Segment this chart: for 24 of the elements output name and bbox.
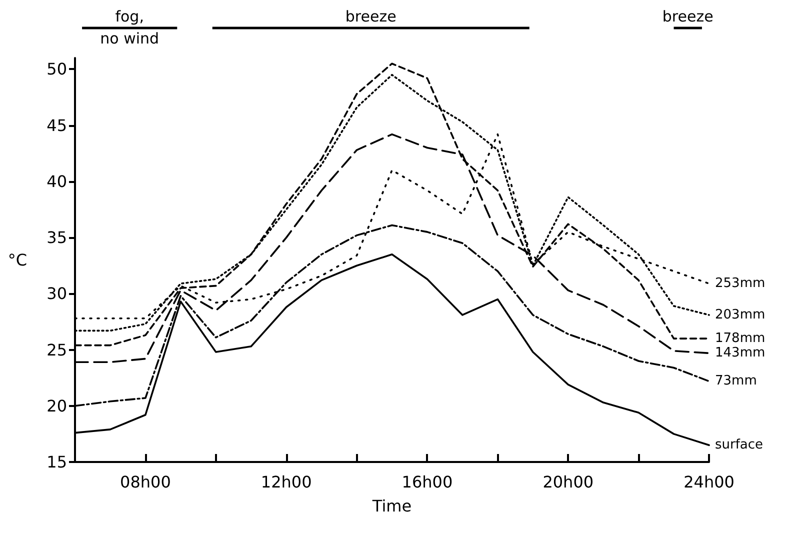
series-label: 143mm	[715, 346, 766, 361]
y-tick-label: 35	[46, 228, 67, 248]
y-tick-label: 25	[46, 340, 67, 360]
y-tick-label: 30	[46, 284, 67, 304]
text: fog, no wind	[100, 8, 160, 48]
y-tick-label: 50	[46, 60, 67, 79]
x-tick-label: 12h00	[260, 472, 312, 492]
y-tick-label: 20	[46, 396, 67, 416]
series-label: 178mm	[715, 331, 766, 346]
y-tick-label: 40	[46, 172, 67, 191]
x-tick-label: 08h00	[120, 472, 171, 492]
y-tick-label: 15	[46, 452, 67, 472]
x-tick-label: 24h00	[684, 472, 734, 492]
x-tick-label: 20h00	[542, 472, 594, 492]
y-axis-title: °C	[8, 250, 27, 270]
series-label: 203mm	[715, 307, 766, 322]
y-tick-label: 45	[46, 116, 67, 135]
x-tick-label: 16h00	[402, 472, 453, 492]
text: breeze	[345, 8, 396, 26]
text: breeze	[662, 8, 714, 26]
series-label: surface	[715, 438, 764, 453]
series-label: 73mm	[715, 374, 757, 389]
x-axis-title: Time	[371, 496, 412, 516]
series-label: 253mm	[715, 276, 766, 292]
